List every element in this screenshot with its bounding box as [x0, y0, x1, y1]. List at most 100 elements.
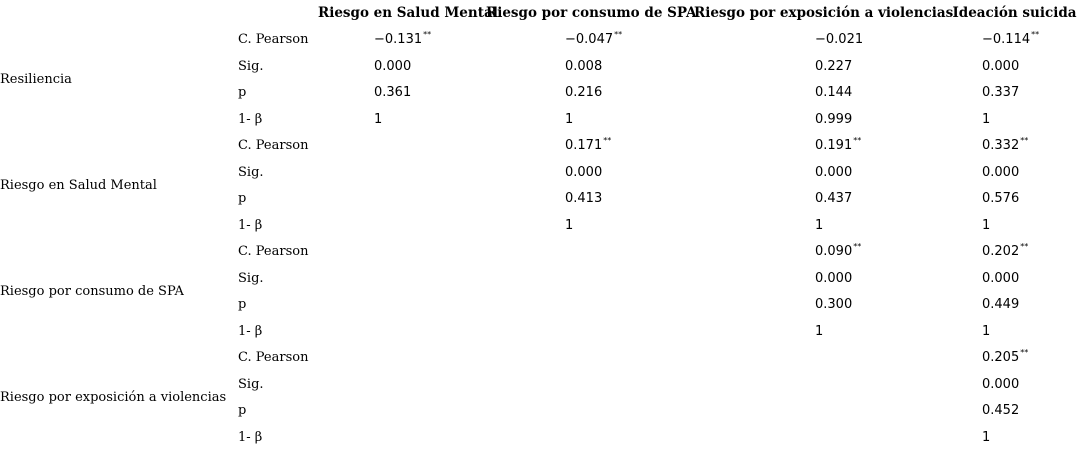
- table-row: p 0.452: [0, 398, 1077, 425]
- table-cell: [694, 371, 952, 398]
- table-cell: [318, 424, 486, 451]
- table-row: 1- β 1 1 0.999 1: [0, 106, 1077, 133]
- significance-marker: **: [423, 30, 432, 40]
- statistic-label: 1- β: [238, 111, 263, 127]
- cell-value: 0.171: [565, 138, 603, 154]
- table-cell: 0.000: [952, 371, 1077, 398]
- table-cell: 1: [486, 212, 694, 239]
- cell-value: 0.000: [815, 164, 853, 180]
- table-cell: 0.008: [486, 53, 694, 80]
- table-cell: −0.047**: [486, 27, 694, 54]
- significance-marker: **: [1020, 242, 1029, 252]
- table-cell: 0.332**: [952, 133, 1077, 160]
- statistic-label: 1- β: [238, 429, 263, 445]
- table-cell: [694, 398, 952, 425]
- table-cell: −0.131**: [318, 27, 486, 54]
- cell-value: 0.202: [982, 244, 1020, 260]
- significance-marker: **: [853, 242, 862, 252]
- cell-value: 0.000: [815, 270, 853, 286]
- table-cell: 0.090**: [694, 239, 952, 266]
- cell-value: −0.047: [565, 32, 614, 48]
- cell-value: 0.144: [815, 85, 853, 101]
- cell-value: 0.000: [982, 164, 1020, 180]
- table-cell: 0.361: [318, 80, 486, 107]
- table-cell: 0.205**: [952, 345, 1077, 372]
- statistic-label: p: [238, 297, 247, 313]
- statistic-label: Sig.: [238, 270, 264, 286]
- cell-value: 1: [815, 323, 824, 339]
- table-row: 1- β 1 1: [0, 318, 1077, 345]
- cell-value: 0.191: [815, 138, 853, 154]
- statistic-label: C. Pearson: [238, 244, 309, 260]
- table-cell: 0.000: [486, 159, 694, 186]
- table-cell: 1: [952, 318, 1077, 345]
- cell-value: 0.452: [982, 403, 1020, 419]
- table-cell: 0.437: [694, 186, 952, 213]
- table-cell: [318, 398, 486, 425]
- cell-value: 0.000: [565, 164, 603, 180]
- statistic-label: Sig.: [238, 58, 264, 74]
- statistic-label: p: [238, 403, 247, 419]
- table-cell: [318, 186, 486, 213]
- table-cell: [318, 212, 486, 239]
- significance-marker: **: [603, 136, 612, 146]
- table-row: p 0.361 0.216 0.144 0.337: [0, 80, 1077, 107]
- table-cell: 0.576: [952, 186, 1077, 213]
- cell-value: 0.000: [982, 58, 1020, 74]
- table-cell: [694, 424, 952, 451]
- table-cell: 0.000: [318, 53, 486, 80]
- table-cell: 0.000: [694, 265, 952, 292]
- cell-value: 1: [982, 217, 991, 233]
- table-cell: [318, 239, 486, 266]
- cell-value: 1: [565, 217, 574, 233]
- table-row: Riesgo en Salud Mental C. Pearson 0.171** 0…: [0, 133, 1077, 192]
- significance-marker: **: [853, 136, 862, 146]
- table-cell: 0.413: [486, 186, 694, 213]
- table-row: p 0.300 0.449: [0, 292, 1077, 319]
- row-variable-label: Riesgo por exposición a violencias: [0, 390, 227, 405]
- table-row: Sig. 0.000 0.000 0.000: [0, 159, 1077, 186]
- table-cell: 0.216: [486, 80, 694, 107]
- statistic-label: p: [238, 191, 247, 207]
- table-cell: 0.191**: [694, 133, 952, 160]
- header-empty-var: [0, 0, 238, 27]
- cell-value: 0.999: [815, 111, 853, 127]
- table-cell: [486, 345, 694, 372]
- table-cell: 0.300: [694, 292, 952, 319]
- table-row: Riesgo por consumo de SPA C. Pearson 0.090…: [0, 239, 1077, 298]
- statistic-label: 1- β: [238, 217, 263, 233]
- cell-value: 0.216: [565, 85, 603, 101]
- cell-value: 0.437: [815, 191, 853, 207]
- table-cell: [318, 159, 486, 186]
- table-cell: 1: [952, 212, 1077, 239]
- table-cell: 1: [694, 318, 952, 345]
- significance-marker: **: [1020, 136, 1029, 146]
- statistic-label: C. Pearson: [238, 350, 309, 366]
- table-cell: 0.452: [952, 398, 1077, 425]
- table-cell: 0.000: [952, 53, 1077, 80]
- cell-value: 0.227: [815, 58, 853, 74]
- table-cell: 0.000: [952, 265, 1077, 292]
- significance-marker: **: [614, 30, 623, 40]
- cell-value: 0.413: [565, 191, 603, 207]
- cell-value: −0.021: [815, 32, 864, 48]
- table-cell: [318, 265, 486, 292]
- table-cell: [486, 424, 694, 451]
- row-variable-label: Resiliencia: [0, 72, 72, 87]
- significance-marker: **: [1020, 348, 1029, 358]
- table-cell: [318, 345, 486, 372]
- table-cell: [318, 371, 486, 398]
- statistic-label: Sig.: [238, 376, 264, 392]
- cell-value: 0.449: [982, 297, 1020, 313]
- table-cell: 0.227: [694, 53, 952, 80]
- cell-value: 1: [565, 111, 574, 127]
- table-cell: [318, 133, 486, 160]
- cell-value: 0.332: [982, 138, 1020, 154]
- table-cell: 0.144: [694, 80, 952, 107]
- table-row: Sig. 0.000 0.000: [0, 265, 1077, 292]
- cell-value: 0.205: [982, 350, 1020, 366]
- column-header-ideacion-suicida: Ideación suicida: [952, 4, 1077, 21]
- table-cell: [694, 345, 952, 372]
- table-cell: 1: [486, 106, 694, 133]
